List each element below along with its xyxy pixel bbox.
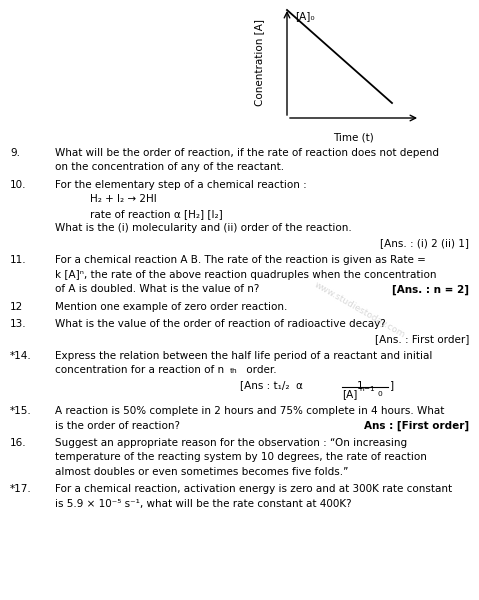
Text: A reaction is 50% complete in 2 hours and 75% complete in 4 hours. What: A reaction is 50% complete in 2 hours an…	[55, 406, 445, 416]
Text: What is the value of the order of reaction of radioactive decay?: What is the value of the order of reacti…	[55, 319, 386, 329]
Text: *15.: *15.	[10, 406, 32, 416]
Text: th: th	[230, 368, 238, 374]
Text: 12: 12	[10, 302, 23, 312]
Text: k [A]ⁿ, the rate of the above reaction quadruples when the concentration: k [A]ⁿ, the rate of the above reaction q…	[55, 270, 436, 280]
Text: What will be the order of reaction, if the rate of reaction does not depend: What will be the order of reaction, if t…	[55, 148, 439, 158]
Text: is 5.9 × 10⁻⁵ s⁻¹, what will be the rate constant at 400K?: is 5.9 × 10⁻⁵ s⁻¹, what will be the rate…	[55, 499, 352, 509]
Text: [A]: [A]	[342, 389, 358, 400]
Text: on the concentration of any of the reactant.: on the concentration of any of the react…	[55, 163, 284, 173]
Text: order.: order.	[243, 365, 277, 376]
Text: Mention one example of zero order reaction.: Mention one example of zero order reacti…	[55, 302, 287, 312]
Text: www.studiestoday.com: www.studiestoday.com	[313, 280, 407, 340]
Text: temperature of the reacting system by 10 degrees, the rate of reaction: temperature of the reacting system by 10…	[55, 452, 427, 463]
Text: n−1: n−1	[359, 386, 375, 392]
Text: [A]₀: [A]₀	[295, 11, 315, 21]
Text: almost doubles or even sometimes becomes five folds.”: almost doubles or even sometimes becomes…	[55, 467, 348, 477]
Text: For a chemical reaction, activation energy is zero and at 300K rate constant: For a chemical reaction, activation ener…	[55, 484, 452, 494]
Text: 1: 1	[357, 381, 363, 391]
Text: [Ans : t₁/₂  α: [Ans : t₁/₂ α	[240, 380, 303, 390]
Text: [Ans. : n = 2]: [Ans. : n = 2]	[392, 284, 469, 295]
Text: rate of reaction α [H₂] [I₂]: rate of reaction α [H₂] [I₂]	[90, 209, 223, 219]
Text: Conentration [A]: Conentration [A]	[254, 19, 264, 107]
Text: 9.: 9.	[10, 148, 20, 158]
Text: ]: ]	[390, 380, 394, 390]
Text: 13.: 13.	[10, 319, 27, 329]
Text: *17.: *17.	[10, 484, 32, 494]
Text: 11.: 11.	[10, 256, 27, 265]
Text: What is the (i) molecularity and (ii) order of the reaction.: What is the (i) molecularity and (ii) or…	[55, 223, 352, 233]
Text: For the elementary step of a chemical reaction :: For the elementary step of a chemical re…	[55, 180, 307, 190]
Text: H₂ + I₂ → 2HI: H₂ + I₂ → 2HI	[90, 194, 157, 205]
Text: Ans : [First order]: Ans : [First order]	[364, 421, 469, 431]
Text: [Ans. : First order]: [Ans. : First order]	[375, 334, 469, 344]
Text: is the order of reaction?: is the order of reaction?	[55, 421, 180, 431]
Text: Time (t): Time (t)	[333, 132, 374, 142]
Text: 10.: 10.	[10, 180, 26, 190]
Text: Suggest an appropriate reason for the observation : “On increasing: Suggest an appropriate reason for the ob…	[55, 438, 407, 448]
Text: *14.: *14.	[10, 351, 32, 361]
Text: For a chemical reaction A B. The rate of the reaction is given as Rate =: For a chemical reaction A B. The rate of…	[55, 256, 426, 265]
Text: concentration for a reaction of n: concentration for a reaction of n	[55, 365, 224, 376]
Text: 0: 0	[378, 391, 383, 397]
Text: of A is doubled. What is the value of n?: of A is doubled. What is the value of n?	[55, 284, 259, 294]
Text: Express the relation between the half life period of a reactant and initial: Express the relation between the half li…	[55, 351, 433, 361]
Text: 16.: 16.	[10, 438, 27, 448]
Text: [Ans. : (i) 2 (ii) 1]: [Ans. : (i) 2 (ii) 1]	[380, 238, 469, 248]
